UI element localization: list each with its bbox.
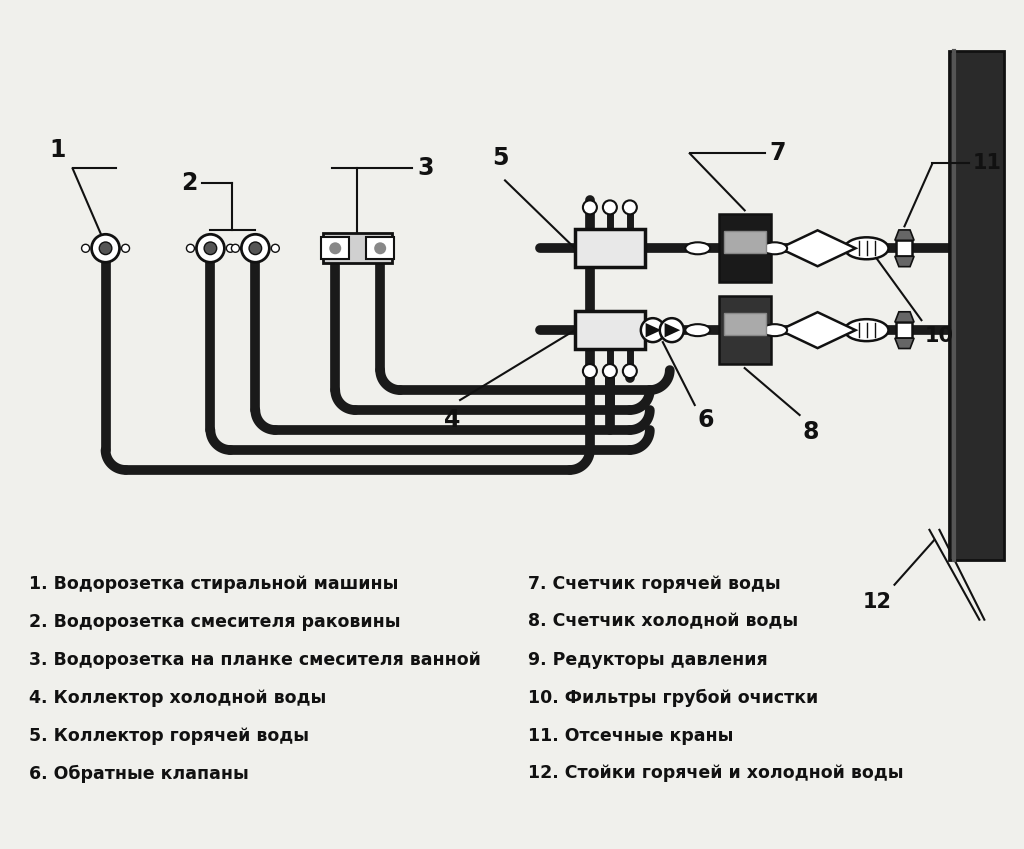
Circle shape <box>242 234 269 262</box>
Text: 12. Стойки горячей и холодной воды: 12. Стойки горячей и холодной воды <box>528 764 903 783</box>
Text: 9. Редукторы давления: 9. Редукторы давления <box>528 650 768 669</box>
Polygon shape <box>779 312 855 348</box>
Bar <box>574 229 645 267</box>
Text: 12: 12 <box>862 592 892 612</box>
Text: 5. Коллектор горячей воды: 5. Коллектор горячей воды <box>29 727 308 745</box>
Polygon shape <box>895 338 914 349</box>
Text: 11: 11 <box>973 154 1001 173</box>
Text: 4. Коллектор холодной воды: 4. Коллектор холодной воды <box>29 689 326 706</box>
Bar <box>724 313 766 335</box>
Bar <box>719 214 771 282</box>
Ellipse shape <box>845 238 889 259</box>
Text: 7. Счетчик горячей воды: 7. Счетчик горячей воды <box>528 575 780 593</box>
Text: 2. Водорозетка смесителя раковины: 2. Водорозетка смесителя раковины <box>29 613 400 631</box>
Bar <box>322 238 349 259</box>
Text: 6. Обратные клапаны: 6. Обратные клапаны <box>29 764 249 783</box>
Bar <box>324 233 392 263</box>
Text: 3. Водорозетка на планке смесителя ванной: 3. Водорозетка на планке смесителя ванно… <box>29 650 480 669</box>
Bar <box>896 322 912 338</box>
Text: 2: 2 <box>181 171 198 195</box>
Circle shape <box>603 364 616 378</box>
Circle shape <box>650 327 655 333</box>
Ellipse shape <box>845 319 889 341</box>
Ellipse shape <box>685 242 711 255</box>
Text: 1: 1 <box>49 138 66 162</box>
Circle shape <box>583 200 597 214</box>
Text: 10: 10 <box>925 326 953 346</box>
Bar <box>367 238 394 259</box>
Circle shape <box>82 245 89 252</box>
Circle shape <box>641 318 665 342</box>
Text: 3: 3 <box>417 156 433 181</box>
Text: 5: 5 <box>492 146 508 171</box>
Text: 11. Отсечные краны: 11. Отсечные краны <box>528 727 733 745</box>
Ellipse shape <box>762 242 787 255</box>
Circle shape <box>669 327 675 333</box>
Circle shape <box>583 364 597 378</box>
Text: 7: 7 <box>770 142 786 166</box>
Circle shape <box>603 200 616 214</box>
Circle shape <box>659 318 684 342</box>
Circle shape <box>249 242 262 255</box>
Polygon shape <box>895 256 914 267</box>
Text: 10. Фильтры грубой очистки: 10. Фильтры грубой очистки <box>528 689 818 706</box>
Bar <box>719 296 771 364</box>
Circle shape <box>91 234 120 262</box>
Circle shape <box>204 242 217 255</box>
Text: 8. Счетчик холодной воды: 8. Счетчик холодной воды <box>528 613 798 631</box>
Text: 4: 4 <box>443 408 460 432</box>
Circle shape <box>197 234 224 262</box>
Circle shape <box>271 245 280 252</box>
Polygon shape <box>665 323 680 337</box>
Bar <box>949 51 1005 559</box>
Bar <box>724 231 766 253</box>
Circle shape <box>122 245 129 252</box>
Ellipse shape <box>762 324 787 336</box>
Bar <box>574 312 645 349</box>
Polygon shape <box>779 230 855 267</box>
Polygon shape <box>895 312 914 322</box>
Circle shape <box>226 245 234 252</box>
Ellipse shape <box>685 324 711 336</box>
Text: 1. Водорозетка стиральной машины: 1. Водорозетка стиральной машины <box>29 575 398 593</box>
Circle shape <box>231 245 240 252</box>
Bar <box>896 240 912 256</box>
Polygon shape <box>895 230 914 240</box>
Circle shape <box>374 242 386 255</box>
Text: 6: 6 <box>697 408 715 432</box>
Circle shape <box>99 242 112 255</box>
Circle shape <box>186 245 195 252</box>
Polygon shape <box>645 323 662 337</box>
Circle shape <box>623 200 637 214</box>
Text: 8: 8 <box>803 420 819 444</box>
Circle shape <box>330 242 341 255</box>
Circle shape <box>623 364 637 378</box>
